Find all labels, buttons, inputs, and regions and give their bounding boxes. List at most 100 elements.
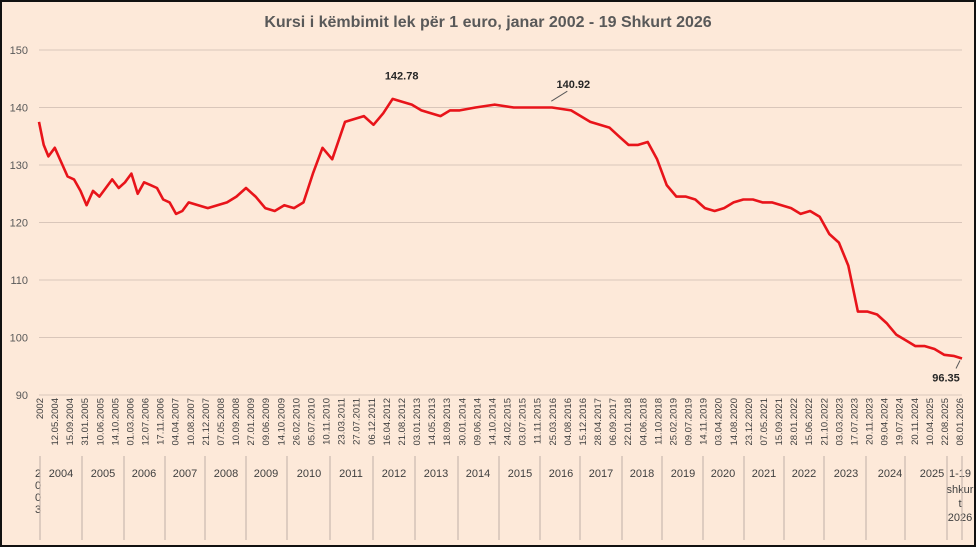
year-label: 2008 (214, 468, 238, 480)
y-tick-label: 110 (10, 275, 28, 287)
x-tick-label: 26.02.2010 (291, 398, 302, 446)
annotation-leader (955, 360, 961, 369)
y-tick-label: 140 (10, 103, 28, 115)
x-tick-label: 04.06.2018 (638, 398, 649, 446)
year-label: 2007 (173, 468, 197, 480)
x-tick-label: 03.07.2015 (518, 398, 529, 446)
year-label: 2005 (91, 468, 115, 480)
year-label: 2016 (549, 468, 573, 480)
year-label: 2009 (254, 468, 278, 480)
x-tick-label: 27.07.2011 (352, 398, 363, 445)
x-tick-label: 28.01.2022 (789, 398, 800, 446)
x-tick-label: 07.05.2008 (216, 398, 227, 446)
year-label: 2017 (589, 468, 613, 480)
x-tick-label: 04.04.2007 (171, 398, 182, 446)
year-label: 2019 (671, 468, 695, 480)
x-tick-label: 28.04.2017 (593, 398, 604, 446)
x-tick-label: 21.12.2007 (201, 398, 212, 446)
x-tick-label: 16.04.2012 (382, 398, 393, 446)
x-tick-label: 25.02.2019 (668, 398, 679, 446)
x-tick-label: 11.11.2015 (533, 398, 544, 444)
series-line (37, 97, 963, 360)
x-tick-label: 27.01.2009 (246, 398, 257, 446)
x-tick-label: 06.12.2011 (367, 398, 378, 445)
x-tick-label: 23.12.2020 (744, 398, 755, 446)
x-tick-label: 01.03.2006 (125, 398, 136, 446)
x-tick-label: 07.05.2021 (759, 398, 770, 446)
y-tick-label: 90 (16, 390, 28, 402)
x-tick-label: 06.09.2017 (608, 398, 619, 446)
x-tick-label: 09.04.2024 (880, 398, 891, 446)
x-tick-label: 10.06.2005 (95, 398, 106, 446)
y-tick-label: 130 (10, 160, 28, 172)
x-tick-label: 17.11.2006 (156, 398, 167, 445)
x-tick-label: 18.09.2013 (442, 398, 453, 446)
x-tick-label: 09.06.2009 (261, 398, 272, 446)
x-tick-label: 22.01.2018 (623, 398, 634, 446)
year-label: 2025 (920, 468, 944, 480)
year-label: 2011 (339, 468, 363, 480)
x-tick-label: 10.11.2010 (322, 398, 333, 445)
x-tick-label: 15.06.2022 (804, 398, 815, 446)
y-tick-label: 100 (10, 333, 28, 345)
x-tick-label: 10.09.2008 (231, 398, 242, 446)
annotation-leader (551, 90, 568, 102)
year-label: 2021 (752, 468, 776, 480)
x-tick-label: 09.07.2019 (684, 398, 695, 446)
x-tick-label: 14.08.2020 (729, 398, 740, 446)
x-tick-label: 20.11.2023 (865, 398, 876, 445)
x-tick-label: 2002 (35, 398, 46, 419)
annotation-label: 140.92 (556, 79, 590, 91)
x-tick-label: 12.07.2006 (141, 398, 152, 446)
chart-title: Kursi i këmbimit lek për 1 euro, janar 2… (264, 14, 711, 31)
x-tick-label: 25.03.2016 (548, 398, 559, 446)
x-tick-label: 19.07.2024 (895, 398, 906, 446)
x-tick-label: 11.10.2018 (653, 398, 664, 445)
year-label: 2018 (630, 468, 654, 480)
x-tick-label: 05.07.2010 (306, 398, 317, 446)
year-label: 2006 (132, 468, 156, 480)
year-label: 2023 (834, 468, 858, 480)
year-label: 2013 (424, 468, 448, 480)
x-tick-label: 21.10.2022 (819, 398, 830, 446)
year-label: 2024 (878, 468, 902, 480)
x-tick-label: 15.09.2004 (65, 398, 76, 446)
x-tick-label: 14.05.2013 (427, 398, 438, 446)
x-tick-label: 31.01.2005 (80, 398, 91, 446)
year-label: 2010 (297, 468, 321, 480)
year-label: 1-19 shkur t 2026 (947, 468, 974, 524)
x-tick-label: 21.08.2012 (397, 398, 408, 446)
x-tick-label: 03.01.2013 (412, 398, 423, 446)
year-label: 2015 (508, 468, 532, 480)
x-tick-label: 20.11.2024 (910, 398, 921, 445)
x-tick-label: 23.03.2011 (337, 398, 348, 445)
year-label: 2012 (382, 468, 406, 480)
x-tick-label: 10.04.2025 (925, 398, 936, 446)
x-tick-label: 15.12.2016 (578, 398, 589, 446)
x-tick-label: 14.10.2009 (276, 398, 287, 446)
x-tick-label: 14.10.2014 (487, 398, 498, 446)
x-tick-label: 15.09.2021 (774, 398, 785, 446)
y-tick-label: 120 (10, 218, 28, 230)
x-tick-label: 03.04.2020 (714, 398, 725, 446)
x-tick-label: 03.03.2023 (834, 398, 845, 446)
year-label: 2022 (792, 468, 816, 480)
x-tick-label: 17.07.2023 (849, 398, 860, 446)
y-tick-label: 150 (10, 45, 28, 57)
x-tick-label: 30.01.2014 (457, 398, 468, 446)
x-tick-label: 24.02.2015 (503, 398, 514, 446)
year-label: 2020 (711, 468, 735, 480)
annotation-label: 142.78 (385, 71, 419, 83)
year-label: 2004 (49, 468, 73, 480)
x-tick-label: 10.08.2007 (186, 398, 197, 446)
year-label: 2014 (466, 468, 490, 480)
x-tick-label: 22.08.2025 (940, 398, 951, 446)
x-tick-label: 14.10.2005 (110, 398, 121, 446)
x-tick-label: 09.06.2014 (472, 398, 483, 446)
x-tick-label: 04.08.2016 (563, 398, 574, 446)
x-tick-label: 08.01.2026 (955, 398, 966, 446)
x-tick-label: 12.05.2004 (50, 398, 61, 446)
